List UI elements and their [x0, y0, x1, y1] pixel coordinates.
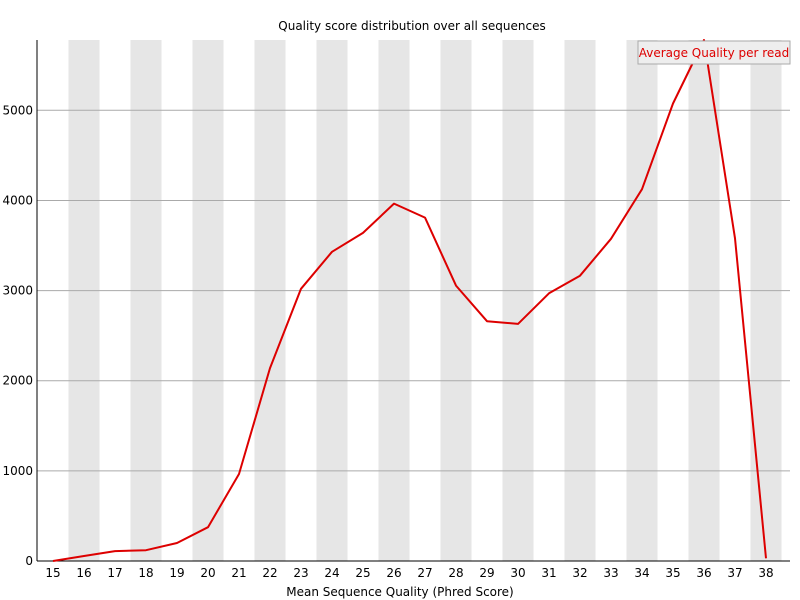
x-tick-label: 20 — [200, 566, 215, 580]
x-tick-label: 38 — [758, 566, 773, 580]
background-band — [254, 40, 286, 561]
x-tick-label: 24 — [324, 566, 339, 580]
x-axis-label: Mean Sequence Quality (Phred Score) — [286, 585, 514, 599]
x-tick-labels: 15 16 17 18 19 20 21 22 23 24 25 26 27 28 29 30 31 32 33 34… — [45, 566, 773, 580]
y-tick-label: 1000 — [2, 464, 33, 478]
background-band — [316, 40, 348, 561]
x-tick-label: 17 — [107, 566, 122, 580]
y-tick-label: 4000 — [2, 193, 33, 207]
background-band — [502, 40, 534, 561]
x-tick-label: 18 — [138, 566, 153, 580]
x-tick-label: 27 — [417, 566, 432, 580]
y-tick-label: 5000 — [2, 103, 33, 117]
legend-entry: Average Quality per read — [639, 46, 790, 60]
background-band — [440, 40, 472, 561]
legend-box — [637, 40, 791, 65]
y-tick-label: 0 — [25, 554, 33, 568]
x-tick-label: 30 — [510, 566, 525, 580]
background-band — [130, 40, 162, 561]
x-tick-label: 23 — [293, 566, 308, 580]
horizontal-gridlines — [37, 109, 790, 472]
background-band — [68, 40, 100, 561]
y-tick-label: 3000 — [2, 284, 33, 298]
y-tick-label: 2000 — [2, 374, 33, 388]
x-tick-label: 22 — [262, 566, 277, 580]
x-tick-label: 32 — [572, 566, 587, 580]
background-band — [688, 40, 720, 561]
chart-title: Quality score distribution over all sequ… — [278, 19, 545, 33]
x-tick-label: 28 — [448, 566, 463, 580]
x-tick-label: 19 — [169, 566, 184, 580]
series-line — [52, 39, 767, 562]
x-tick-label: 35 — [665, 566, 680, 580]
x-tick-label: 16 — [76, 566, 91, 580]
background-band — [564, 40, 596, 561]
x-tick-label: 31 — [541, 566, 556, 580]
x-tick-label: 15 — [45, 566, 60, 580]
series-lines — [52, 39, 767, 562]
x-tick-label: 36 — [696, 566, 711, 580]
legend: Average Quality per read — [637, 40, 791, 65]
y-tick-labels: 0 1000 2000 3000 4000 5000 — [2, 103, 33, 568]
x-tick-label: 33 — [603, 566, 618, 580]
background-band — [378, 40, 410, 561]
background-bands — [68, 40, 782, 561]
x-tick-label: 37 — [727, 566, 742, 580]
x-tick-label: 26 — [386, 566, 401, 580]
x-tick-label: 34 — [634, 566, 649, 580]
x-tick-label: 21 — [231, 566, 246, 580]
x-tick-label: 29 — [479, 566, 494, 580]
background-band — [192, 40, 224, 561]
x-tick-label: 25 — [355, 566, 370, 580]
background-band — [750, 40, 782, 561]
background-band — [626, 40, 658, 561]
